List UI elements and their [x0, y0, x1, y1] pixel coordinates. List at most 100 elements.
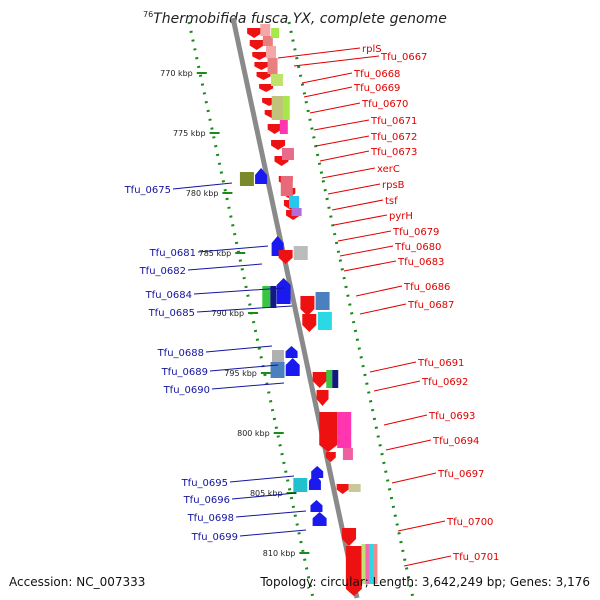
gene-label-right: Tfu_0701 [452, 552, 499, 563]
leader-line-left [193, 287, 285, 295]
gene-label-right: Tfu_0680 [394, 242, 441, 253]
leader-line-left [172, 182, 233, 190]
gene-block [293, 246, 308, 260]
gene-label-right: Tfu_0686 [403, 282, 450, 293]
gene-label-right: Tfu_0672 [370, 132, 417, 143]
gene-block [283, 96, 290, 120]
genome-summary: Topology: circular; Length: 3,642,249 bp… [260, 575, 590, 589]
leader-line-right [391, 472, 437, 484]
forward-gene-arrow [316, 390, 329, 406]
scale-label: 780 kbp [186, 189, 219, 198]
gene-block [271, 28, 280, 38]
gene-label-right: rplS [362, 44, 382, 55]
gene-label-right: Tfu_0667 [380, 52, 427, 63]
leader-line-right [369, 361, 417, 373]
leader-line-left [239, 529, 307, 537]
leader-line-right [301, 72, 353, 84]
leader-line-right [321, 167, 376, 179]
leader-line-right [327, 183, 381, 195]
gene-block [281, 148, 294, 160]
leader-line-right [359, 303, 407, 315]
gene-label-right: tsf [385, 196, 398, 207]
leader-line-right [319, 150, 370, 162]
gene-block [262, 36, 273, 46]
gene-label-right: rpsB [382, 180, 405, 191]
gene-label-right: Tfu_0693 [428, 411, 475, 422]
forward-gene-arrow [254, 62, 269, 70]
forward-gene-arrow [319, 412, 338, 452]
gene-label-right: Tfu_0669 [353, 83, 400, 94]
forward-gene-arrow [252, 52, 267, 60]
gene-label-right: Tfu_0687 [407, 300, 454, 311]
forward-gene-arrow [342, 528, 357, 546]
gene-block [267, 58, 278, 74]
forward-gene-arrow [312, 372, 327, 388]
scale-label: 795 kbp [224, 369, 257, 378]
leader-line-right [355, 285, 403, 297]
gene-label-left: Tfu_0685 [148, 308, 195, 319]
leader-line-right [339, 245, 394, 257]
gene-block [270, 74, 283, 86]
gene-block [337, 412, 352, 448]
gene-block [271, 350, 284, 362]
leader-line-right [293, 55, 380, 67]
gene-label-right: xerC [377, 164, 400, 175]
scale-label: 770 kbp [160, 69, 193, 78]
title-prefix: 76 [143, 10, 153, 19]
gene-block [239, 172, 254, 186]
gene-label-left: Tfu_0675 [124, 185, 171, 196]
gene-block [289, 196, 300, 208]
leader-line-right [333, 214, 388, 226]
forward-gene-arrow [302, 314, 317, 332]
gene-label-left: Tfu_0684 [145, 290, 192, 301]
scale-label: 800 kbp [237, 429, 270, 438]
gene-block [280, 176, 293, 196]
gene-label-right: Tfu_0697 [437, 469, 484, 480]
scale-label: 805 kbp [250, 489, 283, 498]
leader-line-left [209, 364, 279, 372]
reverse-gene-arrow [308, 474, 321, 490]
gene-label-left: Tfu_0698 [187, 513, 234, 524]
leader-line-left [197, 245, 269, 253]
leader-line-right [313, 119, 370, 131]
forward-gene-arrow [267, 124, 282, 134]
gene-label-right: Tfu_0671 [370, 116, 417, 127]
gene-block [332, 370, 339, 388]
gene-block [271, 96, 284, 120]
scale-label: 785 kbp [199, 249, 232, 258]
reverse-gene-arrow [311, 466, 324, 478]
leader-line-left [231, 492, 297, 500]
reverse-gene-arrow [312, 512, 327, 526]
gene-label-right: Tfu_0700 [446, 517, 493, 528]
accession-label: Accession: NC_007333 [9, 575, 146, 589]
gene-block [373, 544, 378, 584]
gene-label-left: Tfu_0682 [139, 266, 186, 277]
forward-gene-arrow [300, 296, 315, 316]
leader-line-left [211, 382, 285, 390]
gene-labels: Tfu_0675 Tfu_0681 Tfu_0682 Tfu_0684 Tfu_0685… [124, 44, 500, 563]
forward-gene-arrow [278, 250, 293, 264]
gene-label-left: Tfu_0688 [157, 348, 204, 359]
gene-block [260, 24, 271, 36]
leader-line-right [277, 47, 361, 59]
gene-block [326, 370, 333, 388]
leader-line-right [315, 135, 370, 147]
leader-line-right [383, 414, 428, 426]
gene-block [315, 292, 330, 310]
forward-gene-arrow [345, 546, 362, 596]
gene-label-right: Tfu_0679 [392, 227, 439, 238]
forward-gene-arrow [336, 484, 349, 494]
gene-label-right: Tfu_0683 [397, 257, 444, 268]
gene-label-left: Tfu_0696 [183, 495, 230, 506]
map-title: Thermobifida fusca YX, complete genome [153, 11, 447, 27]
label-leaders [172, 47, 452, 567]
gene-block [262, 286, 271, 308]
gene-label-right: Tfu_0670 [361, 99, 408, 110]
scale-label: 790 kbp [211, 309, 244, 318]
gene-block [365, 544, 370, 584]
reverse-gene-arrow [285, 346, 298, 358]
gene-block [369, 544, 374, 584]
gene-block [348, 484, 361, 492]
gene-label-left: Tfu_0689 [161, 367, 208, 378]
